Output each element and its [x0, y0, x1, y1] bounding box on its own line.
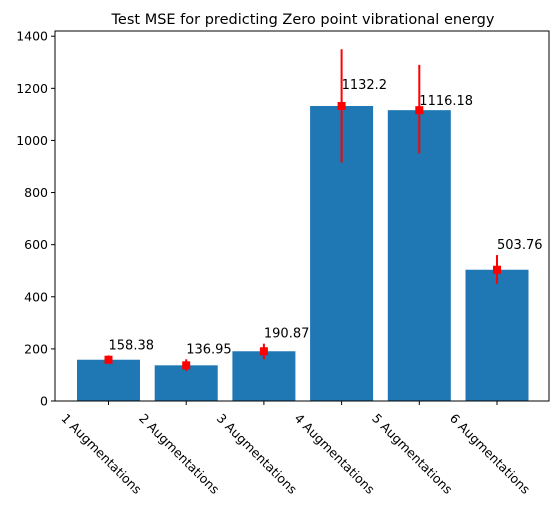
error-marker [415, 106, 424, 115]
error-marker [493, 265, 501, 274]
y-tick-label: 1000 [16, 133, 48, 148]
data-label: 503.76 [497, 238, 543, 253]
error-marker [259, 347, 268, 356]
chart-title: Test MSE for predicting Zero point vibra… [111, 12, 495, 28]
error-marker [104, 355, 113, 364]
data-label: 158.38 [109, 338, 155, 353]
data-label: 1132.2 [342, 78, 388, 93]
y-tick-label: 800 [24, 185, 48, 200]
error-marker [182, 361, 191, 370]
x-tick-label: 3 Augmentations [214, 411, 300, 497]
x-tick-label: 5 Augmentations [369, 411, 455, 497]
bar [387, 110, 451, 401]
x-tick-label: 1 Augmentations [58, 411, 144, 497]
data-label: 1116.18 [419, 94, 473, 109]
bars-layer [77, 105, 529, 401]
x-tick-label: 2 Augmentations [136, 411, 222, 497]
bar [77, 359, 140, 401]
bar [232, 351, 296, 401]
error-marker [337, 101, 346, 110]
y-tick-label: 400 [24, 289, 48, 304]
y-tick-label: 600 [24, 237, 48, 252]
y-tick-label: 1400 [16, 29, 48, 44]
x-tick-label: 6 Augmentations [447, 411, 533, 497]
y-tick-label: 0 [40, 394, 48, 409]
error-bars-layer [104, 49, 501, 372]
data-label: 190.87 [264, 327, 310, 342]
data-labels-layer: 158.38 136.95 190.87 1132.2 1116.18 503.76 [109, 78, 543, 357]
data-label: 136.95 [186, 342, 232, 357]
y-tick-label: 200 [24, 341, 48, 356]
plot-frame [54, 30, 550, 402]
y-tick-label: 1200 [16, 81, 48, 96]
bar [465, 269, 529, 401]
bar [154, 365, 218, 401]
x-tick-label: 4 Augmentations [291, 411, 377, 497]
